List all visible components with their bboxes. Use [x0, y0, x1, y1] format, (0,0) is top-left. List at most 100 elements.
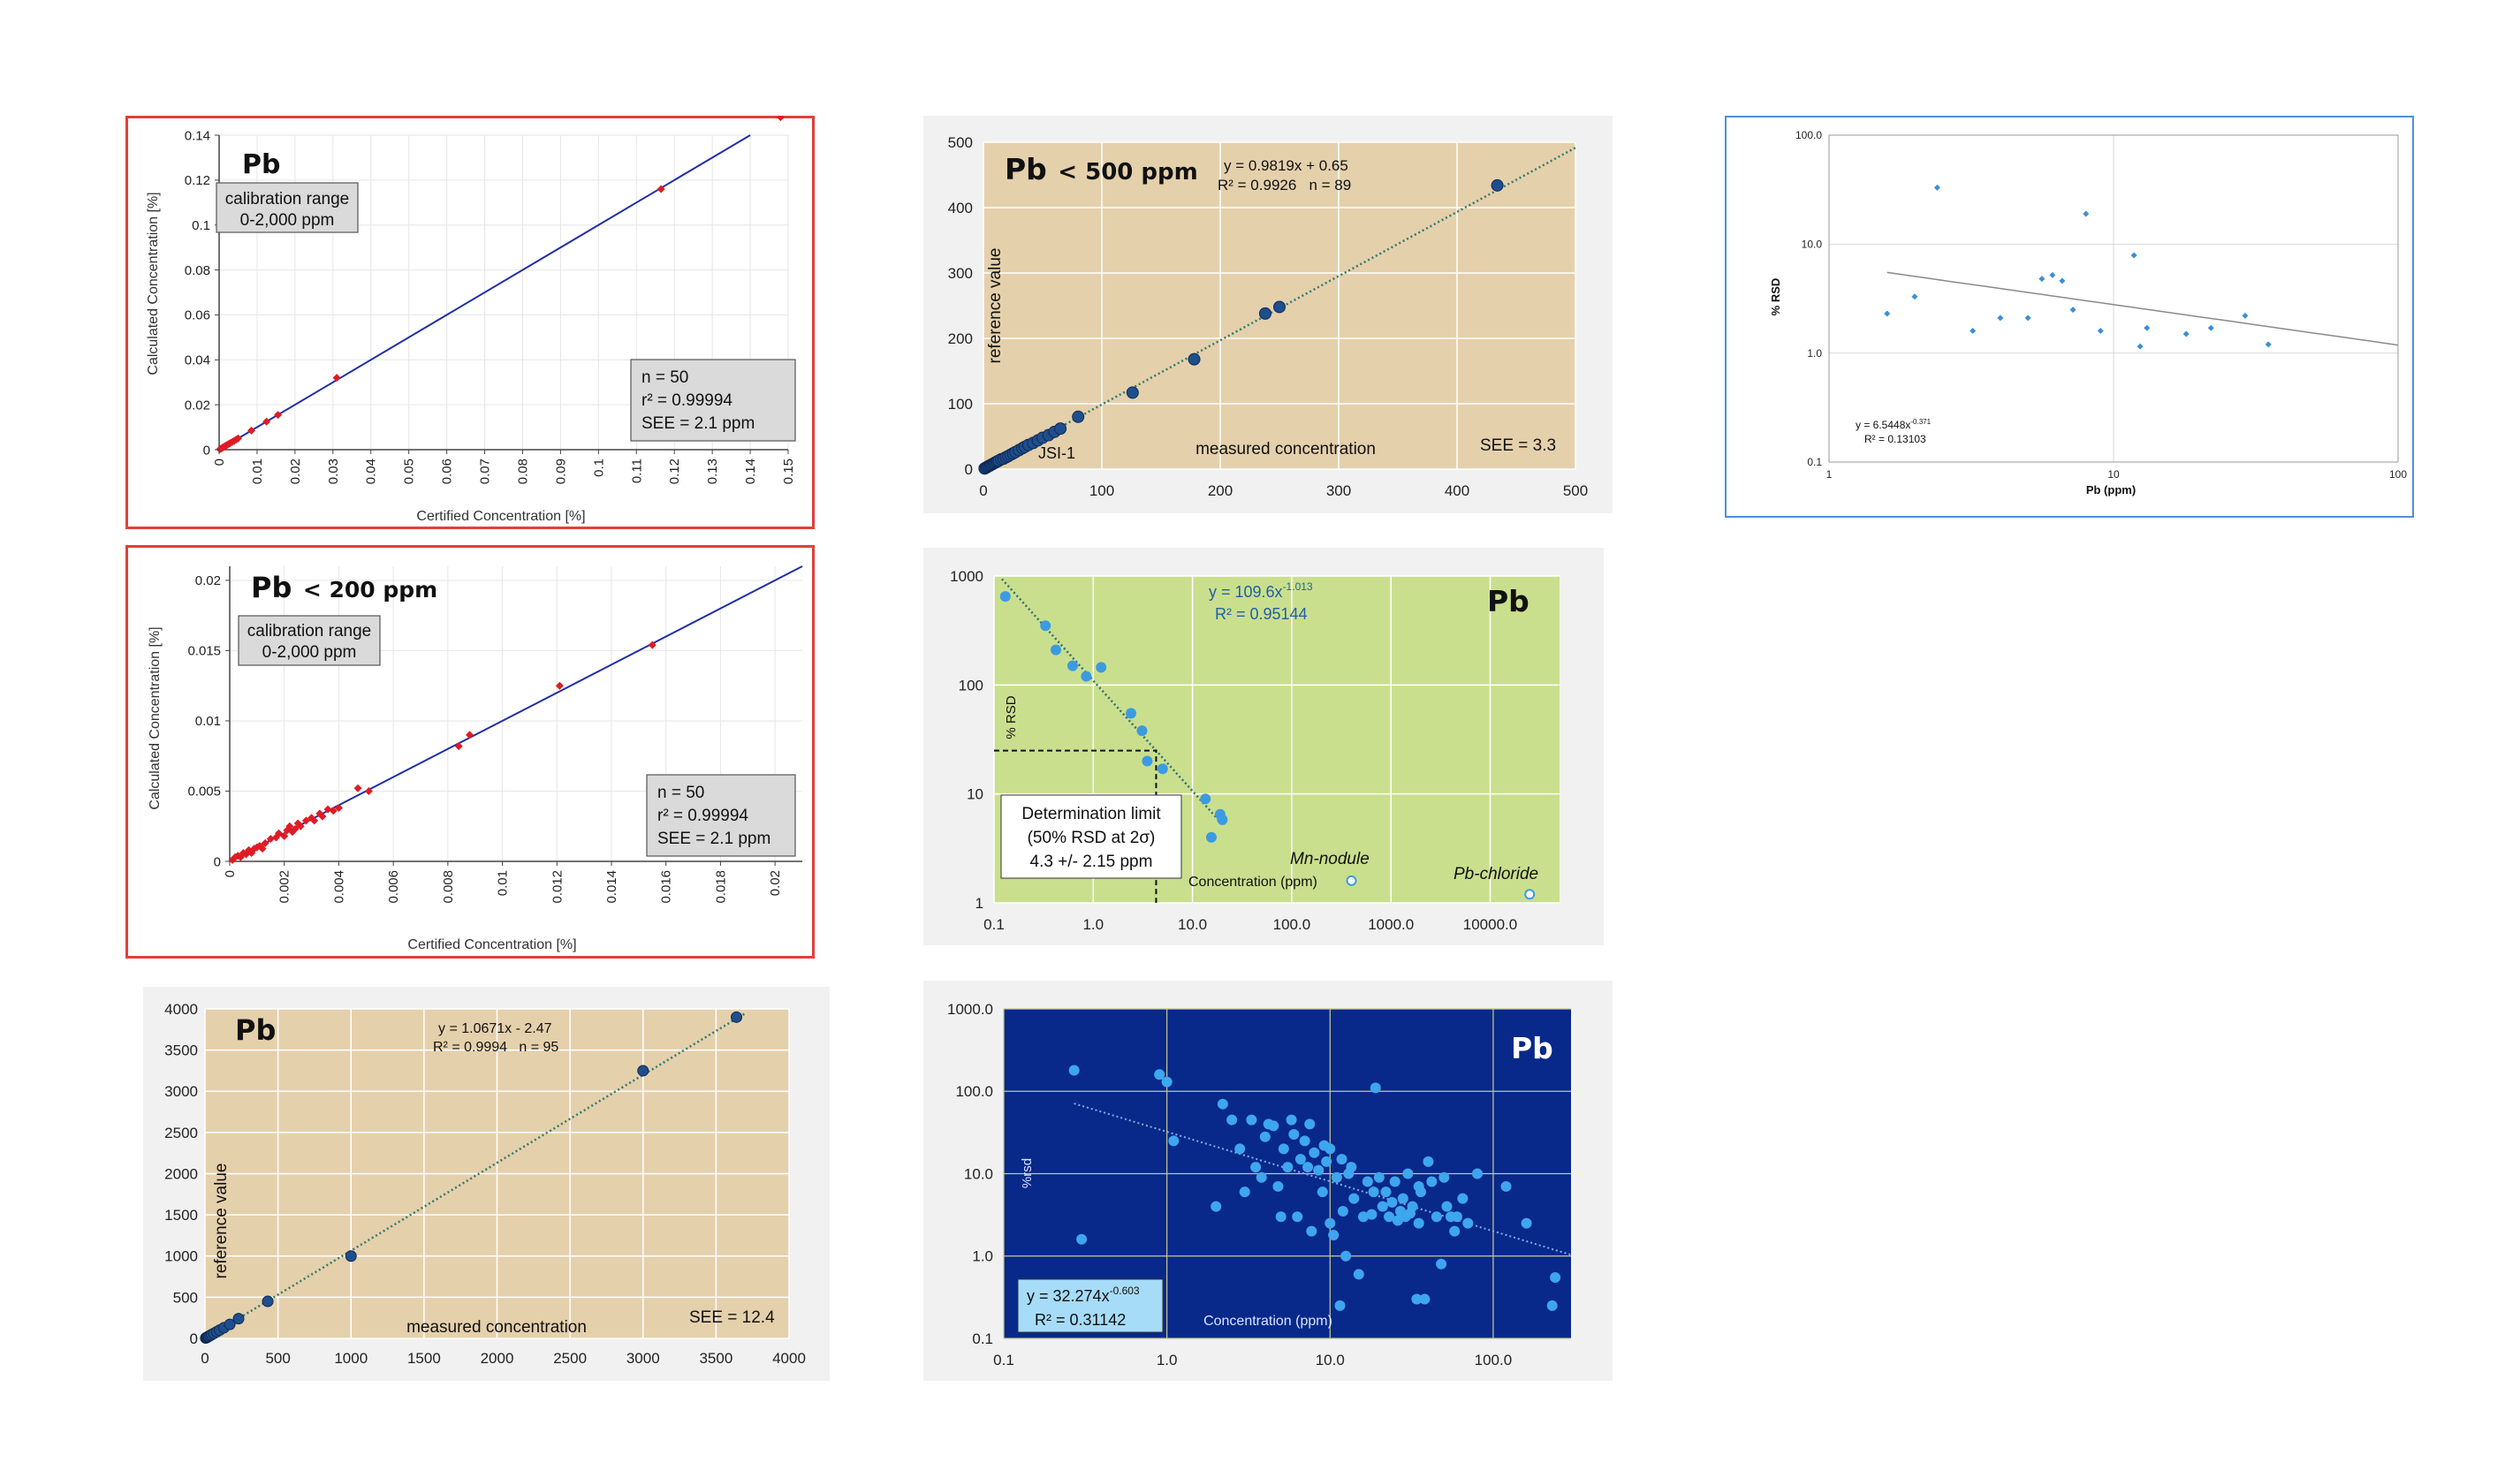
- data-point: [1321, 1156, 1332, 1167]
- data-point: [1313, 1164, 1325, 1176]
- x-axis-label: measured concentration: [406, 1318, 587, 1337]
- data-point: [2059, 277, 2066, 284]
- fit-equation: y = 1.0671x - 2.47: [438, 1021, 552, 1036]
- calibration-box-line-1: calibration range: [225, 190, 349, 208]
- data-point: [1217, 1098, 1228, 1110]
- y-tick-label: 0.06: [185, 308, 210, 323]
- fit-equation-base: y = 32.274x: [1027, 1287, 1110, 1305]
- x-tick-label: 0.012: [550, 870, 565, 904]
- y-tick-label: 0.02: [185, 398, 210, 413]
- stats-n: n = 50: [657, 784, 704, 802]
- data-point: [1386, 1196, 1398, 1208]
- x-tick-label: 0.006: [386, 870, 401, 904]
- y-tick-label: 3000: [164, 1083, 198, 1100]
- determination-limit-box: Determination limit (50% RSD at 2σ) 4.3 …: [1000, 794, 1182, 879]
- y-tick-label: 2000: [164, 1165, 198, 1182]
- data-point: [1413, 1217, 1424, 1229]
- data-point: [1911, 293, 1918, 300]
- data-point: [454, 742, 463, 751]
- data-point: [2144, 324, 2151, 331]
- data-point: [1346, 1162, 1357, 1173]
- data-point: [262, 1295, 274, 1308]
- y-tick-label: 100.0: [1795, 129, 1822, 141]
- chart-pb-rsd-detection: 0.1 1.0 10.0 100.0 1000.0 10000.0 1 10 100 1000 P…: [923, 548, 1604, 945]
- data-point: [1402, 1168, 1414, 1179]
- x-tick-label: 10: [2107, 468, 2120, 481]
- x-axis-label: Pb (ppm): [2086, 483, 2136, 497]
- chart-title: Pb: [1487, 584, 1529, 618]
- data-point: [250, 845, 259, 853]
- y-tick-label: 0.1: [972, 1330, 993, 1347]
- fit-equation-exponent: -1.013: [1283, 580, 1313, 593]
- data-point: [1546, 1300, 1558, 1311]
- annotation-jsi-1: JSI-1: [1038, 444, 1075, 462]
- y-tick-label: 1000: [164, 1248, 198, 1265]
- label-mn-nodule: Mn-nodule: [1290, 850, 1370, 868]
- x-tick-label: 4000: [772, 1350, 806, 1367]
- x-tick-label: 500: [1563, 482, 1588, 499]
- x-tick-label: 2500: [553, 1350, 587, 1367]
- trend-line: [1886, 271, 2399, 346]
- y-tick-label: 10.0: [964, 1165, 993, 1182]
- data-point: [1288, 1129, 1300, 1141]
- data-point: [253, 843, 262, 852]
- x-axis-label: Certified Concentration [%]: [416, 509, 585, 524]
- plot-frame: [1828, 134, 2399, 463]
- y-tick-label: 500: [948, 134, 973, 151]
- data-point: [1168, 1135, 1180, 1147]
- data-point: [2049, 271, 2056, 278]
- data-point: [1072, 410, 1085, 423]
- data-point: [1294, 1154, 1306, 1165]
- x-tick-label: 0: [212, 459, 227, 466]
- calibration-box: calibration range 0-2,000 ppm: [238, 615, 381, 666]
- stats-see: SEE = 2.1 ppm: [641, 414, 755, 433]
- data-point: [239, 848, 247, 857]
- x-tick-label: 500: [265, 1350, 290, 1367]
- fit-equation-base: y = 6.5448x: [1856, 419, 1910, 431]
- chart-pb-calibration-svg: 0 0.01 0.02 0.03 0.04 0.05 0.06 0.07 0.08 0.09 0.1…: [125, 113, 815, 529]
- data-point: [1302, 1162, 1314, 1173]
- chart-title: Pb: [242, 149, 280, 180]
- x-axis-label: Certified Concentration [%]: [407, 937, 576, 952]
- y-tick-label: 1.0: [972, 1248, 993, 1265]
- y-tick-label: 100.0: [955, 1083, 993, 1100]
- data-point: [1239, 1186, 1250, 1198]
- data-point: [310, 816, 319, 825]
- x-tick-label: 10000.0: [1463, 916, 1517, 933]
- data-point: [1431, 1211, 1442, 1223]
- y-tick-label: 1000: [950, 568, 983, 585]
- y-tick-label: 10: [967, 786, 983, 803]
- x-tick-label: 200: [1208, 482, 1233, 499]
- calibration-box-line-1: calibration range: [247, 622, 371, 641]
- data-point: [1246, 1114, 1257, 1126]
- data-point: [1366, 1209, 1378, 1220]
- data-point: [1411, 1293, 1423, 1305]
- x-tick-label: 0.04: [364, 459, 379, 484]
- data-point: [261, 838, 269, 847]
- x-tick-label: 10.0: [1316, 1352, 1345, 1368]
- data-point: [266, 835, 275, 844]
- chart-title-main: Pb: [1005, 152, 1047, 186]
- fit-equation: y = 0.9819x + 0.65: [1224, 157, 1348, 174]
- data-point: [2097, 327, 2104, 334]
- x-tick-label: 0.13: [705, 459, 720, 484]
- data-point: [1304, 1118, 1316, 1130]
- data-point: [1419, 1293, 1431, 1305]
- x-tick-label: 0: [979, 482, 987, 499]
- data-point: [315, 809, 324, 818]
- x-tick-label: 0.08: [515, 459, 530, 484]
- outlier-point: [1524, 889, 1536, 900]
- data-point: [2069, 307, 2076, 314]
- data-point: [1521, 1217, 1532, 1229]
- y-axis-label: %rsd: [1020, 1158, 1035, 1188]
- data-point: [232, 1313, 245, 1325]
- x-tick-label: 1.0: [1157, 1352, 1178, 1368]
- data-point: [2265, 341, 2272, 348]
- y-tick-label: 0.1: [1807, 456, 1822, 468]
- data-point: [296, 822, 305, 830]
- x-tick-label: 0: [223, 870, 238, 877]
- x-tick-label: 0: [201, 1350, 209, 1367]
- data-point: [1368, 1186, 1379, 1198]
